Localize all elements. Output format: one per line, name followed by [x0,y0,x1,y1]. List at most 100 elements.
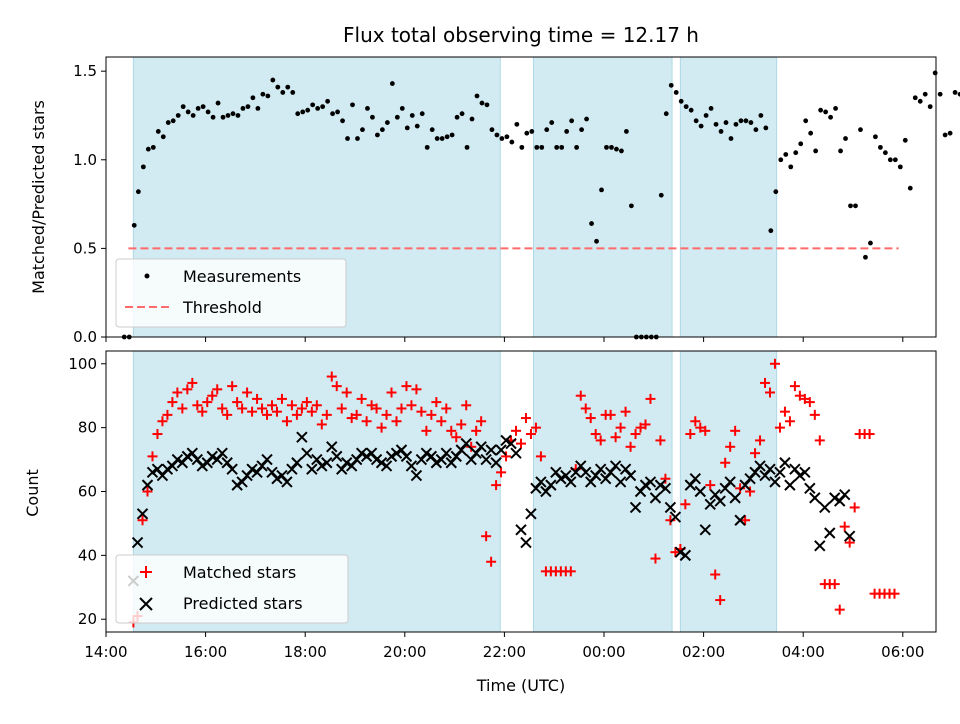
y-tick-label: 1.5 [73,62,97,80]
predicted-stars-point [724,476,736,488]
matched-stars-point [471,425,482,436]
measurement-point [673,90,679,95]
y-tick-label: 100 [68,355,97,373]
measurement-point [131,222,137,228]
predicted-stars-point [694,485,706,498]
matched-stars-point [511,425,522,436]
predicted-stars-point [271,473,283,485]
measurement-point [330,111,335,117]
matched-stars-point [157,416,168,427]
measurement-point [190,113,196,118]
measurement-point [315,105,321,111]
measurement-point [937,91,943,97]
predicted-stars-point [774,466,786,479]
measurement-point [225,113,231,118]
measurement-point [892,157,898,163]
measurement-point [439,136,445,141]
bottom-legend: Matched stars Predicted stars [115,554,349,624]
predicted-stars-point [829,492,841,504]
matched-stars-point [610,432,621,443]
measurement-point [464,144,470,150]
predicted-stars-point [460,437,472,450]
matched-stars-point [371,403,382,414]
matched-stars-point [590,429,601,440]
matched-stars-point [356,393,367,404]
measurement-point [539,144,545,150]
measurement-point [877,144,883,150]
measurement-point [230,111,236,117]
x-tick-label: 02:00 [682,643,725,661]
matched-stars-point [406,400,417,411]
measurement-point [793,150,799,156]
x-tick-label: 16:00 [184,643,227,661]
legend-measurements-label: Measurements [183,267,301,286]
predicted-stars-point [405,460,418,472]
matched-stars-point [660,473,671,484]
measurement-point [235,113,241,118]
measurement-point [753,127,759,133]
predicted-stars-point [296,431,308,443]
predicted-stars-point [838,488,851,501]
predicted-stars-point [624,469,637,482]
matched-stars-point [321,409,332,420]
predicted-stars-point [824,527,836,539]
y-tick-label: 40 [78,546,97,564]
matched-stars-point [242,387,253,398]
matched-stars-point [690,416,701,427]
predicted-stars-point [281,476,293,488]
bottom-legend-box [115,554,349,624]
predicted-stars-point [769,476,781,488]
matched-stars-point [192,400,203,411]
measurement-point [698,123,704,129]
matched-stars-point [177,403,188,414]
matched-stars-point [262,409,273,420]
predicted-stars-point [669,511,682,523]
matched-stars-point [222,409,233,420]
matched-stars-point [311,400,322,411]
matched-stars-point [461,400,472,411]
matched-stars-point [237,403,248,414]
measurement-point [414,123,420,129]
matched-stars-point [710,569,721,580]
measurement-point [300,109,306,115]
predicted-stars-point [649,492,662,504]
matched-stars-point [565,566,576,577]
measurement-point [220,114,226,120]
predicted-stars-point [515,524,527,536]
measurement-point [355,136,360,141]
measurement-point [429,127,435,133]
measurement-point [345,136,350,141]
legend-threshold-label: Threshold [182,298,262,317]
measurement-point [773,189,779,195]
matched-stars-point [496,467,507,478]
matched-stars-point [525,429,536,440]
measurement-point [325,98,331,104]
measurement-point [305,107,311,113]
measurement-point [404,125,410,131]
matched-stars-point [421,425,432,436]
matched-stars-point [520,413,531,424]
matched-stars-point [147,451,158,462]
matched-stars-point [207,390,218,401]
measurement-point [828,114,833,120]
predicted-stars-point [326,441,338,453]
matched-stars-point [625,441,636,452]
measurement-point [564,129,570,134]
measurement-point [384,120,390,125]
matched-stars-point [197,406,208,417]
predicted-stars-point [545,479,557,491]
measurement-point [135,189,141,195]
measurement-point [604,144,609,150]
matched-stars-point [381,409,392,420]
predicted-stars-point [161,463,174,475]
measurement-point [434,136,440,141]
measurement-point [738,118,744,124]
legend-predicted-marker [139,597,153,611]
top-axes-frame [105,56,937,338]
predicted-stars-point [714,495,726,507]
matched-stars-point [341,387,352,398]
predicted-stars-point [644,476,657,488]
matched-stars-point [276,393,287,404]
matched-stars-point [172,387,183,398]
predicted-stars-point [729,492,741,504]
